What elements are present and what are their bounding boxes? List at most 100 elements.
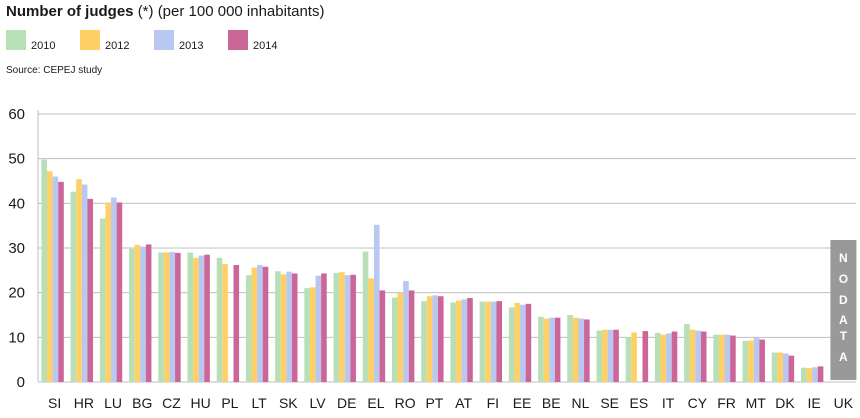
y-tick-label: 30: [8, 240, 25, 257]
bar-it-2010: [654, 332, 661, 382]
legend-label: 2014: [253, 40, 278, 52]
bar-es-2014: [642, 331, 649, 382]
bar-be-2012: [543, 318, 550, 382]
bar-pt-2013: [432, 295, 438, 382]
x-tick-label: CZ: [162, 395, 181, 411]
x-tick-label: EE: [513, 395, 532, 411]
bar-ro-2013: [403, 281, 409, 382]
bar-de-2010: [333, 273, 340, 382]
y-tick-label: 40: [8, 195, 25, 212]
x-tick-label: RO: [395, 395, 416, 411]
bar-lu-2010: [99, 218, 106, 382]
bar-lt-2010: [245, 275, 252, 382]
bar-lu-2012: [105, 202, 112, 382]
bar-nl-2010: [567, 315, 573, 382]
title-subtitle: (per 100 000 inhabitants): [157, 3, 325, 20]
bar-pt-2012: [426, 296, 433, 382]
bar-ie-2012: [806, 368, 813, 382]
bar-pt-2010: [421, 301, 427, 382]
bar-ro-2010: [391, 297, 398, 382]
bar-de-2012: [339, 272, 345, 382]
bar-fr-2013: [724, 334, 731, 382]
x-tick-label: IT: [662, 395, 675, 411]
x-tick-label: FI: [487, 395, 499, 411]
bar-pl-2010: [216, 257, 223, 382]
bar-cy-2010: [684, 323, 690, 382]
bar-mt-2014: [759, 339, 765, 382]
bar-lu-2014: [116, 202, 123, 382]
bar-cz-2014: [175, 252, 181, 382]
bar-nl-2013: [578, 318, 585, 382]
no-data-box: [830, 240, 857, 380]
legend-label: 2013: [179, 40, 204, 52]
bar-fi-2014: [496, 301, 503, 382]
bar-mt-2010: [742, 340, 749, 382]
bar-se-2012: [602, 329, 608, 382]
bar-fi-2012: [485, 301, 491, 382]
bar-el-2010: [362, 251, 369, 382]
bar-dk-2013: [782, 353, 789, 382]
y-tick-label: 20: [8, 285, 25, 302]
bar-ee-2010: [508, 307, 515, 382]
bar-pt-2014: [437, 296, 444, 382]
bar-be-2014: [554, 317, 561, 382]
x-tick-label: SK: [279, 395, 298, 411]
bar-fi-2013: [490, 301, 497, 382]
x-tick-label: FR: [717, 395, 736, 411]
bar-el-2014: [379, 290, 386, 382]
x-tick-label: AT: [455, 395, 472, 411]
title-footnote-mark: (*): [137, 3, 154, 20]
x-tick-label: DE: [337, 395, 356, 411]
bar-cy-2014: [700, 331, 707, 382]
y-tick-label: 50: [8, 151, 25, 168]
bar-cz-2012: [163, 252, 170, 382]
bar-lt-2012: [251, 267, 258, 382]
legend-label: 2012: [105, 40, 130, 52]
bar-dk-2014: [788, 355, 795, 382]
legend-label: 2010: [31, 40, 56, 52]
x-tick-label: SE: [600, 395, 619, 411]
bar-be-2013: [549, 317, 555, 382]
bar-bg-2012: [134, 244, 141, 382]
y-tick-label: 60: [8, 106, 25, 123]
bar-lv-2012: [309, 287, 316, 382]
bar-at-2010: [450, 302, 456, 382]
bar-lv-2013: [315, 275, 322, 382]
no-data-letter: A: [839, 313, 848, 327]
bar-sk-2010: [275, 271, 281, 382]
x-tick-label: ES: [630, 395, 649, 411]
bar-mt-2012: [748, 340, 754, 382]
bar-dk-2012: [777, 352, 783, 382]
bar-el-2013: [373, 224, 380, 382]
x-tick-label: NL: [572, 395, 590, 411]
bar-si-2012: [47, 171, 53, 382]
bar-nl-2012: [572, 317, 579, 382]
bar-at-2012: [456, 300, 462, 382]
bar-hr-2012: [76, 179, 82, 382]
bar-ro-2012: [397, 292, 404, 382]
x-tick-label: DK: [775, 395, 795, 411]
bar-de-2013: [344, 275, 351, 382]
bar-hr-2013: [81, 184, 88, 382]
bar-be-2010: [538, 316, 544, 382]
no-data-letter: A: [839, 350, 848, 364]
bar-cz-2013: [169, 252, 176, 382]
bar-lv-2014: [321, 273, 327, 382]
x-tick-label: SI: [48, 395, 61, 411]
chart-title: Number of judges (*) (per 100 000 inhabi…: [6, 3, 324, 20]
x-tick-label: CY: [688, 395, 708, 411]
y-tick-label: 10: [8, 329, 25, 346]
bar-dk-2010: [771, 352, 778, 382]
bar-si-2013: [52, 176, 59, 382]
legend-swatch: [80, 30, 100, 50]
title-main: Number of judges: [6, 3, 134, 20]
bar-cy-2012: [689, 329, 696, 382]
bar-ee-2014: [525, 303, 532, 382]
bar-se-2013: [607, 329, 614, 382]
bar-fr-2012: [718, 334, 725, 382]
x-tick-label: IE: [808, 395, 821, 411]
bar-hu-2012: [193, 257, 199, 382]
no-data-letter: T: [840, 329, 848, 343]
x-tick-label: BE: [542, 395, 561, 411]
bar-at-2014: [467, 298, 473, 382]
